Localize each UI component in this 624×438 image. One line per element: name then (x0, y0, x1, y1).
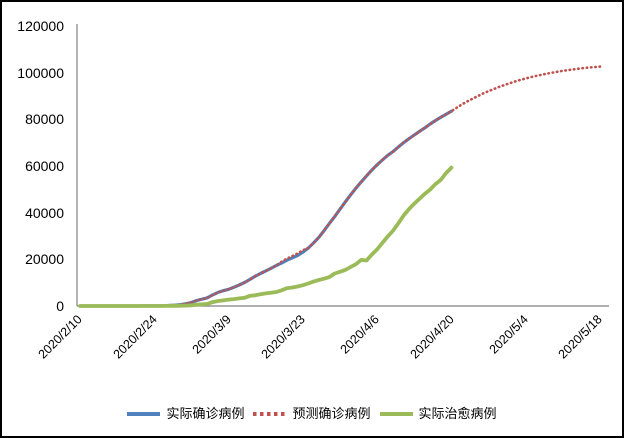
y-tick-label: 40000 (25, 204, 64, 221)
x-tick-label: 2020/3/9 (189, 312, 234, 357)
legend-label: 实际治愈病例 (418, 406, 497, 421)
x-tick-label: 2020/5/4 (486, 312, 531, 357)
y-tick-label: 120000 (17, 18, 64, 34)
legend-item-predicted-confirmed: 预测确诊病例 (253, 405, 371, 423)
legend-item-actual-confirmed: 实际确诊病例 (127, 405, 244, 423)
legend-line-solid-green-icon (379, 412, 413, 416)
x-tick-label: 2020/2/24 (110, 312, 160, 362)
x-tick-label: 2020/4/20 (407, 312, 457, 362)
x-tick-label: 2020/2/10 (35, 312, 86, 362)
legend-line-solid-blue-icon (127, 412, 161, 416)
y-tick-label: 0 (56, 298, 64, 314)
x-tick-label: 2020/3/23 (258, 312, 309, 362)
x-tick-label: 2020/5/18 (555, 312, 606, 362)
y-tick-label: 100000 (17, 64, 64, 81)
x-tick-label: 2020/4/6 (338, 312, 383, 357)
legend: 实际确诊病例 预测确诊病例 实际治愈病例 (2, 403, 622, 425)
legend-label: 预测确诊病例 (292, 406, 371, 421)
legend-line-dotted-red-icon (253, 412, 287, 416)
legend-label: 实际确诊病例 (166, 406, 245, 421)
y-tick-label: 20000 (25, 251, 64, 268)
y-tick-label: 60000 (25, 158, 64, 174)
y-tick-label: 80000 (25, 111, 64, 128)
legend-item-actual-cured: 实际治愈病例 (379, 405, 497, 423)
